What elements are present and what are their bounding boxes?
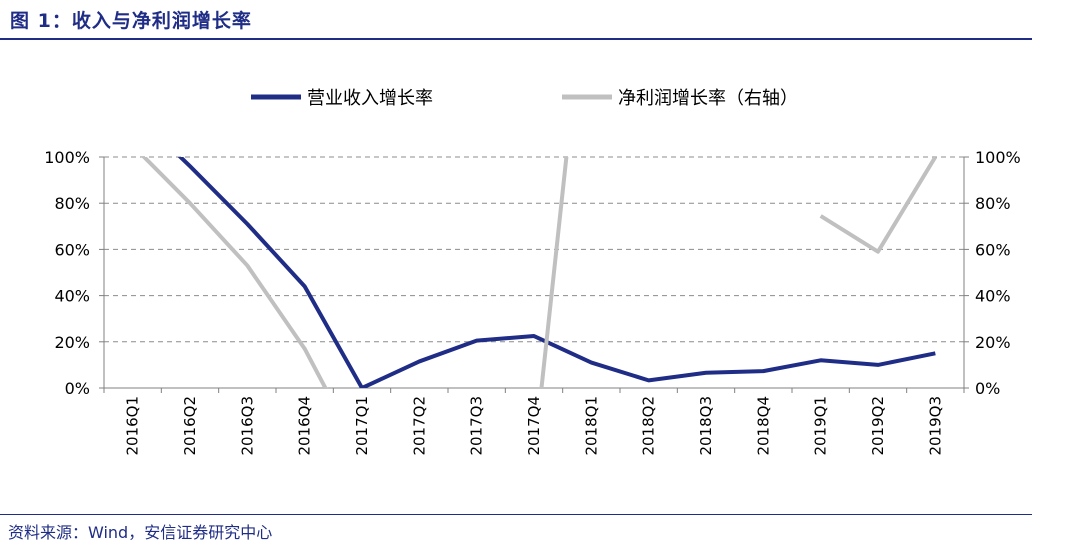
x-tick-label: 2017Q4 [525,396,543,456]
right-tick-label: 20% [975,333,1011,352]
left-tick-label: 0% [65,379,90,398]
x-tick-label: 2016Q4 [296,396,314,456]
x-tick-label: 2019Q3 [926,396,944,456]
footer-rule [0,514,1032,515]
title-rule [0,38,1032,40]
legend-label: 营业收入增长率 [307,88,433,109]
x-tick-label: 2017Q3 [468,396,486,456]
source-note: 资料来源：Wind，安信证券研究中心 [8,523,273,542]
net-profit-growth-line [539,157,569,388]
left-tick-label: 60% [54,240,90,259]
left-tick-label: 80% [54,194,90,213]
right-tick-label: 100% [975,148,1021,167]
net-profit-growth-line [819,157,938,254]
x-tick-label: 2018Q3 [697,396,715,456]
right-tick-label: 60% [975,240,1011,259]
x-tick-label: 2018Q4 [754,396,772,456]
figure-title: 图 1：收入与净利润增长率 [10,10,252,32]
x-tick-label: 2019Q2 [869,396,887,456]
right-tick-label: 40% [975,287,1011,306]
x-tick-label: 2018Q1 [582,396,600,456]
net-profit-growth-line [141,157,328,388]
x-tick-label: 2016Q1 [124,396,142,456]
left-tick-label: 100% [44,148,90,167]
legend-label: 净利润增长率（右轴） [618,88,798,109]
x-tick-label: 2017Q1 [353,396,371,456]
x-tick-label: 2017Q2 [410,396,428,456]
revenue-growth-line [177,157,936,388]
left-tick-label: 20% [54,333,90,352]
x-tick-label: 2018Q2 [640,396,658,456]
x-tick-label: 2016Q2 [181,396,199,456]
x-tick-label: 2019Q1 [812,396,830,456]
x-tick-label: 2016Q3 [238,396,256,456]
right-tick-label: 80% [975,194,1011,213]
right-tick-label: 0% [975,379,1000,398]
left-tick-label: 40% [54,287,90,306]
